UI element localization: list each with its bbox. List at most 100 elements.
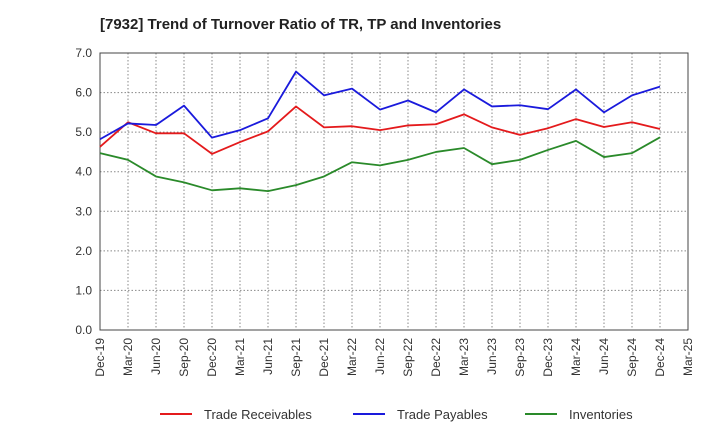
- data-point: [547, 108, 549, 110]
- data-point: [127, 159, 129, 161]
- x-tick-label: Mar-21: [233, 338, 247, 376]
- legend: Trade Receivables Trade Payables Inventori…: [160, 407, 633, 422]
- data-point: [491, 105, 493, 107]
- x-tick-label: Mar-20: [121, 338, 135, 376]
- legend-label: Inventories: [569, 407, 633, 422]
- x-tick-label: Dec-20: [205, 338, 219, 377]
- series-line-trade-payables: [99, 70, 661, 141]
- y-tick-label: 4.0: [75, 165, 92, 179]
- data-point: [659, 85, 661, 87]
- x-tick-label: Jun-20: [149, 338, 163, 375]
- y-tick-label: 0.0: [75, 323, 92, 337]
- x-tick-label: Mar-23: [457, 338, 471, 376]
- data-point: [435, 111, 437, 113]
- data-point: [323, 94, 325, 96]
- legend-label: Trade Payables: [397, 407, 488, 422]
- data-point: [435, 151, 437, 153]
- x-tick-label: Jun-23: [485, 338, 499, 375]
- x-tick-label: Jun-24: [597, 338, 611, 375]
- data-point: [183, 181, 185, 183]
- y-tick-label: 2.0: [75, 244, 92, 258]
- data-point: [631, 152, 633, 154]
- data-point: [659, 136, 661, 138]
- data-point: [183, 132, 185, 134]
- x-tick-label: Jun-21: [261, 338, 275, 375]
- data-point: [519, 159, 521, 161]
- legend-label: Trade Receivables: [204, 407, 312, 422]
- data-point: [323, 126, 325, 128]
- data-point: [407, 99, 409, 101]
- data-point: [351, 125, 353, 127]
- data-point: [463, 147, 465, 149]
- grid: [99, 52, 689, 331]
- data-point: [407, 124, 409, 126]
- x-tick-label: Dec-23: [541, 338, 555, 377]
- data-point: [183, 104, 185, 106]
- series-line-inventories: [99, 136, 661, 193]
- x-tick-label: Dec-21: [317, 338, 331, 377]
- data-point: [211, 189, 213, 191]
- plot-border: [99, 52, 689, 331]
- data-point: [267, 117, 269, 119]
- chart-title: [7932] Trend of Turnover Ratio of TR, TP…: [100, 16, 501, 33]
- x-tick-label: Sep-22: [401, 338, 415, 377]
- x-tick-label: Mar-24: [569, 338, 583, 376]
- data-point: [463, 88, 465, 90]
- data-point: [575, 118, 577, 120]
- x-tick-label: Dec-19: [93, 338, 107, 377]
- y-tick-label: 6.0: [75, 86, 92, 100]
- data-point: [379, 129, 381, 131]
- x-tick-label: Sep-21: [289, 338, 303, 377]
- x-tick-label: Mar-22: [345, 338, 359, 376]
- data-point: [463, 113, 465, 115]
- data-point: [603, 156, 605, 158]
- y-tick-label: 1.0: [75, 283, 92, 297]
- data-point: [155, 132, 157, 134]
- data-point: [631, 121, 633, 123]
- data-point: [379, 164, 381, 166]
- data-point: [99, 146, 101, 148]
- series-line-trade-receivables: [99, 105, 661, 155]
- axes: 0.0 1.0 2.0 3.0 4.0 5.0 6.0 7.0 Dec-19 Mar-20 Jun-…: [75, 46, 695, 377]
- data-point: [603, 111, 605, 113]
- data-point: [575, 140, 577, 142]
- data-point: [491, 163, 493, 165]
- y-tick-label: 7.0: [75, 46, 92, 60]
- data-point: [547, 127, 549, 129]
- data-point: [603, 126, 605, 128]
- x-tick-label: Jun-22: [373, 338, 387, 375]
- data-point: [99, 138, 101, 140]
- data-point: [127, 122, 129, 124]
- data-point: [99, 152, 101, 154]
- series-layer: [99, 70, 661, 193]
- data-point: [631, 94, 633, 96]
- x-tick-label: Dec-24: [653, 338, 667, 377]
- data-point: [351, 87, 353, 89]
- data-point: [239, 187, 241, 189]
- y-tick-label: 3.0: [75, 204, 92, 218]
- x-tick-label: Sep-20: [177, 338, 191, 377]
- data-point: [155, 124, 157, 126]
- data-point: [155, 175, 157, 177]
- data-point: [323, 175, 325, 177]
- data-point: [351, 161, 353, 163]
- data-point: [211, 136, 213, 138]
- data-point: [519, 104, 521, 106]
- data-point: [267, 130, 269, 132]
- x-tick-label: Mar-25: [681, 338, 695, 376]
- data-point: [295, 70, 297, 72]
- x-tick-label: Sep-24: [625, 338, 639, 377]
- y-tick-label: 5.0: [75, 125, 92, 139]
- data-point: [659, 128, 661, 130]
- data-point: [295, 184, 297, 186]
- data-point: [239, 141, 241, 143]
- data-point: [267, 190, 269, 192]
- data-point: [435, 123, 437, 125]
- data-point: [575, 88, 577, 90]
- data-point: [211, 153, 213, 155]
- data-point: [379, 108, 381, 110]
- x-tick-label: Sep-23: [513, 338, 527, 377]
- x-tick-label: Dec-22: [429, 338, 443, 377]
